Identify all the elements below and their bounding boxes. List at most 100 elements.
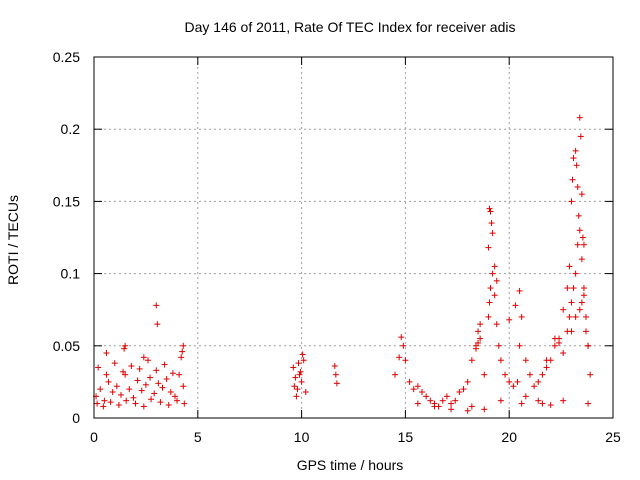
data-point <box>140 354 147 361</box>
data-point <box>431 403 438 410</box>
data-point <box>107 399 114 406</box>
x-tick-label: 0 <box>90 429 98 445</box>
axis-ticks <box>93 56 614 419</box>
data-point <box>464 407 471 414</box>
x-tick-label: 5 <box>194 429 202 445</box>
data-point <box>180 383 187 390</box>
data-point <box>448 406 455 413</box>
data-point <box>300 357 307 364</box>
data-point <box>414 383 421 390</box>
data-point <box>115 402 122 409</box>
data-point <box>576 227 583 234</box>
data-point <box>161 361 168 368</box>
data-point <box>144 357 151 364</box>
data-point <box>574 241 581 248</box>
data-point <box>468 403 475 410</box>
data-point <box>475 328 482 335</box>
data-point <box>477 335 484 342</box>
data-point <box>564 285 571 292</box>
data-point <box>138 387 145 394</box>
data-point <box>489 270 496 277</box>
data-point <box>572 270 579 277</box>
data-point <box>568 328 575 335</box>
data-point <box>103 371 110 378</box>
data-point <box>414 400 421 407</box>
data-point <box>460 386 467 393</box>
data-point <box>157 399 164 406</box>
data-point <box>295 360 302 367</box>
data-point <box>181 400 188 407</box>
data-point <box>165 402 172 409</box>
data-point <box>294 386 301 393</box>
data-point <box>580 292 587 299</box>
data-point <box>574 183 581 190</box>
data-point <box>472 345 479 352</box>
data-point <box>580 241 587 248</box>
data-point <box>299 351 306 358</box>
data-point <box>452 397 459 404</box>
data-point <box>516 287 523 294</box>
data-point <box>487 285 494 292</box>
data-point <box>575 212 582 219</box>
data-point <box>396 354 403 361</box>
data-point <box>489 230 496 237</box>
data-point <box>95 364 102 371</box>
y-axis-label: ROTI / TECUs <box>5 195 21 285</box>
data-point <box>178 354 185 361</box>
data-point <box>134 377 141 384</box>
data-point <box>576 306 583 313</box>
data-point <box>570 155 577 162</box>
data-point <box>522 393 529 400</box>
y-tick-label: 0.2 <box>61 121 81 137</box>
data-point <box>427 397 434 404</box>
data-point <box>475 339 482 346</box>
data-point <box>290 364 297 371</box>
data-point <box>551 342 558 349</box>
data-point <box>576 114 583 121</box>
data-point <box>481 371 488 378</box>
data-point <box>506 316 513 323</box>
data-point <box>171 393 178 400</box>
data-point <box>486 299 493 306</box>
data-point <box>302 389 309 396</box>
data-point <box>130 394 137 401</box>
data-point <box>516 342 523 349</box>
data-point <box>560 350 567 357</box>
data-points <box>93 114 594 414</box>
data-point <box>531 383 538 390</box>
data-point <box>510 383 517 390</box>
data-point <box>495 342 502 349</box>
data-point <box>332 371 339 378</box>
data-point <box>543 364 550 371</box>
data-point <box>551 335 558 342</box>
data-point <box>113 383 120 390</box>
data-point <box>578 256 585 263</box>
data-point <box>488 220 495 227</box>
data-point <box>497 397 504 404</box>
x-axis-label: GPS time / hours <box>297 457 404 473</box>
x-tick-label: 20 <box>501 429 517 445</box>
data-point <box>293 393 300 400</box>
data-point <box>560 306 567 313</box>
data-point <box>572 313 579 320</box>
data-point <box>103 350 110 357</box>
data-point <box>439 397 446 404</box>
data-point <box>402 357 409 364</box>
data-point <box>100 403 107 410</box>
data-point <box>497 357 504 364</box>
data-point <box>155 380 162 387</box>
data-point <box>410 386 417 393</box>
data-point <box>105 378 112 385</box>
data-point <box>297 368 304 375</box>
data-point <box>406 378 413 385</box>
data-point <box>443 393 450 400</box>
y-tick-label: 0 <box>72 410 80 426</box>
data-point <box>159 384 166 391</box>
chart-title: Day 146 of 2011, Rate Of TEC Index for r… <box>185 19 516 35</box>
y-tick-label: 0.05 <box>53 338 80 354</box>
data-point <box>456 389 463 396</box>
data-point <box>486 205 493 212</box>
data-point <box>136 365 143 372</box>
data-point <box>163 376 170 383</box>
data-point <box>477 321 484 328</box>
